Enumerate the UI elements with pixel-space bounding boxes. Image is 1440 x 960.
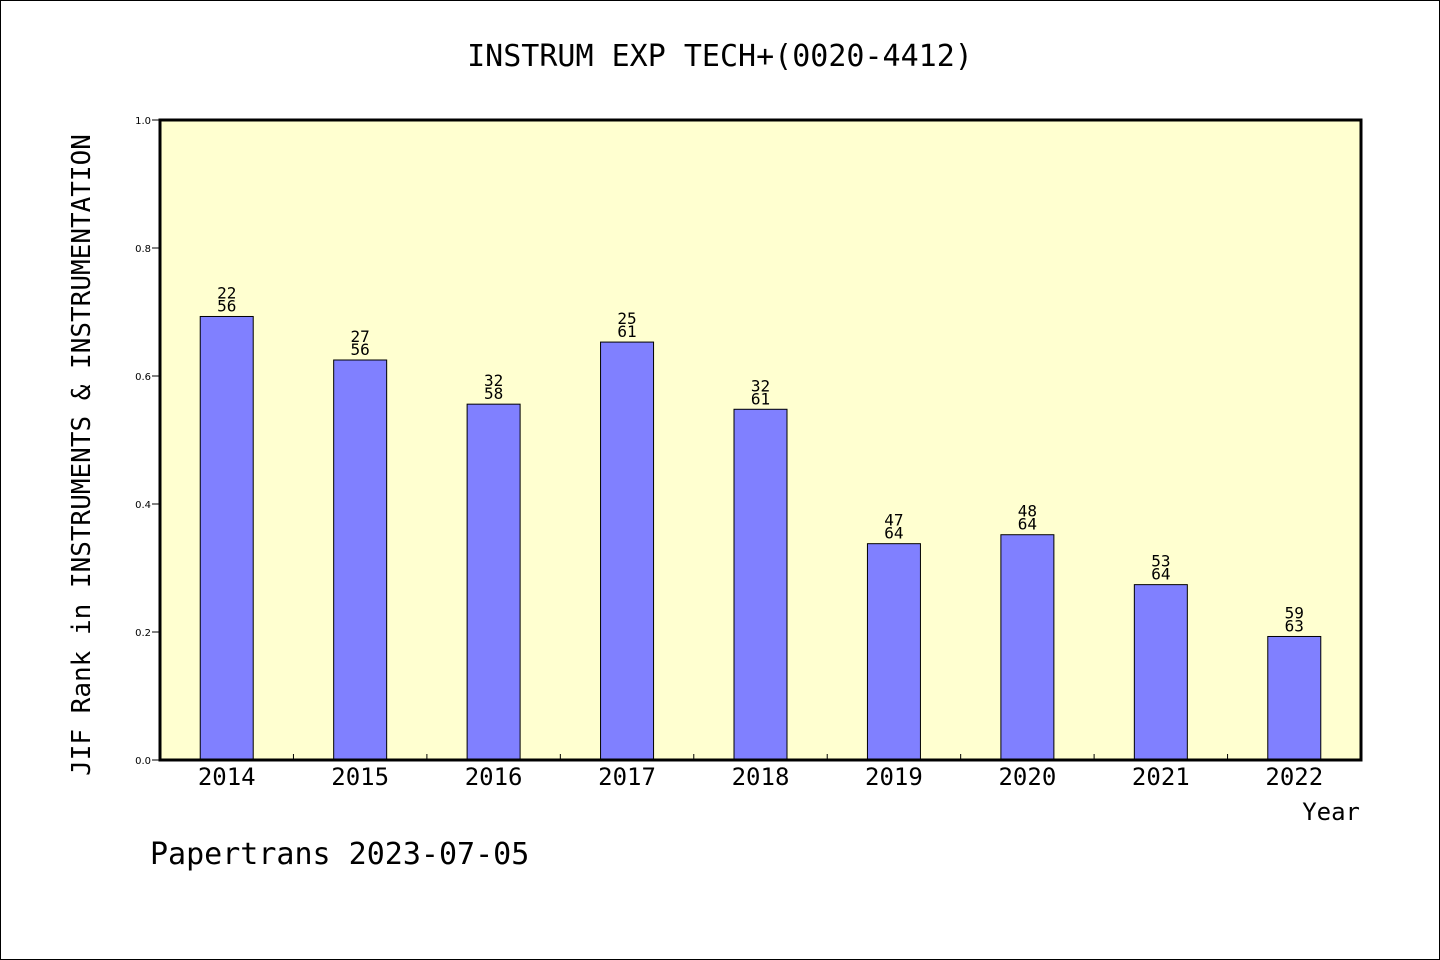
x-tick-label: 2018 [732, 763, 790, 791]
bar [866, 543, 921, 761]
y-tick-label: 0.0 [135, 756, 151, 767]
bar-label-total: 64 [884, 524, 903, 543]
bar-label-total: 61 [751, 389, 770, 408]
y-tick-label: 0.8 [135, 244, 151, 255]
bar-label-total: 58 [484, 384, 503, 403]
bar-label-total: 56 [351, 340, 370, 359]
bar-label-rank: 53 [1151, 552, 1170, 571]
bar-label-total: 56 [217, 296, 236, 315]
bar-label-rank: 22 [217, 283, 236, 302]
bar-label-rank: 32 [484, 371, 503, 390]
bar-label-total: 63 [1285, 616, 1304, 635]
chart-title: INSTRUM EXP TECH+(0020-4412) [467, 39, 973, 74]
x-axis-label: Year [1302, 798, 1360, 826]
x-tick-label: 2017 [598, 763, 656, 791]
bar-label-rank: 32 [751, 376, 770, 395]
bar-label-rank: 25 [617, 309, 636, 328]
bar-label-total: 64 [1151, 565, 1170, 584]
x-tick-label: 2016 [465, 763, 523, 791]
bar-label-rank: 59 [1285, 603, 1304, 622]
x-tick-label: 2019 [865, 763, 923, 791]
bar [1000, 534, 1055, 761]
bar-label-total: 64 [1018, 515, 1037, 534]
bar-label-total: 61 [617, 322, 636, 341]
bar [733, 408, 788, 761]
y-tick-label: 0.4 [135, 500, 151, 511]
x-tick-label: 2020 [998, 763, 1056, 791]
x-tick-label: 2021 [1132, 763, 1190, 791]
plot-border [158, 118, 1363, 762]
x-tick-label: 2015 [331, 763, 389, 791]
bar-label-rank: 47 [884, 511, 903, 530]
bar [333, 359, 388, 761]
y-tick-label: 1.0 [135, 116, 151, 127]
bar-label-rank: 27 [351, 327, 370, 346]
bar [1267, 635, 1322, 761]
y-axis-label: JIF Rank in INSTRUMENTS & INSTRUMENTATIO… [67, 134, 97, 776]
x-tick-label: 2022 [1265, 763, 1323, 791]
bar [600, 341, 655, 761]
y-tick-label: 0.6 [135, 372, 151, 383]
bar [199, 315, 254, 761]
bar [466, 403, 521, 761]
bar-label-rank: 48 [1018, 502, 1037, 521]
y-tick-label: 0.2 [135, 628, 151, 639]
bar [1133, 584, 1188, 761]
x-tick-label: 2014 [198, 763, 256, 791]
footer-text: Papertrans 2023-07-05 [150, 837, 529, 872]
